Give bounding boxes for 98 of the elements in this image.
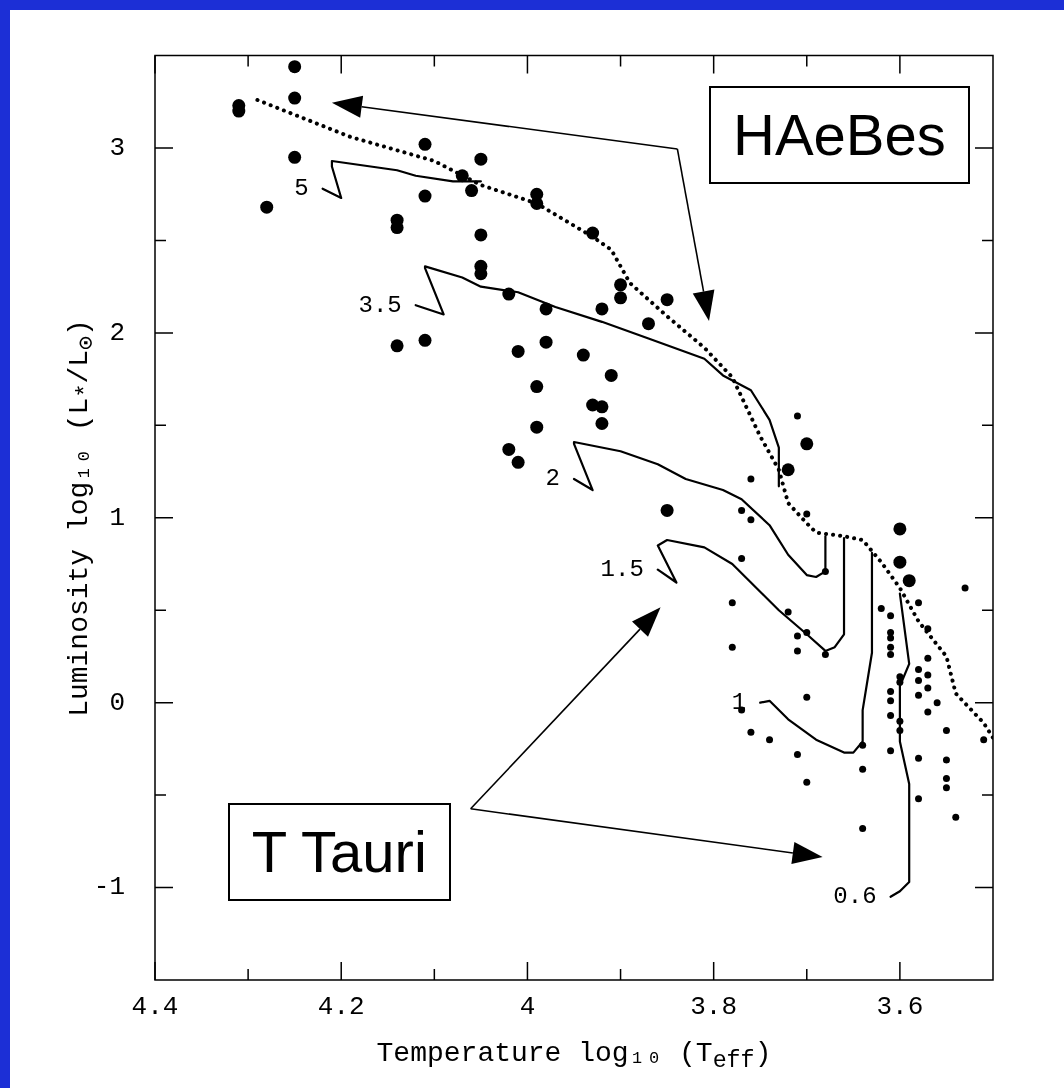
x-tick-label: 3.6 <box>876 992 924 1023</box>
series-label: 1.5 <box>600 555 644 583</box>
y-tick-label: -1 <box>93 872 125 903</box>
point <box>915 599 923 607</box>
point <box>511 455 525 469</box>
point <box>961 584 969 592</box>
point <box>887 651 895 659</box>
point <box>887 697 895 705</box>
y-tick-label: 1 <box>109 502 125 533</box>
point <box>893 522 907 536</box>
point <box>747 516 755 524</box>
series-label: 2 <box>545 465 560 493</box>
point <box>803 510 811 518</box>
point <box>887 747 895 755</box>
point <box>793 632 801 640</box>
point <box>288 150 302 164</box>
point <box>511 344 525 358</box>
point <box>893 555 907 569</box>
point <box>288 91 302 105</box>
x-tick-label: 4.2 <box>317 992 365 1023</box>
point <box>942 774 950 782</box>
point <box>418 137 432 151</box>
point <box>595 400 609 414</box>
point <box>859 765 867 773</box>
point <box>915 676 923 684</box>
point <box>747 475 755 483</box>
point <box>604 368 618 382</box>
point <box>614 291 628 305</box>
label-box: T Tauri <box>227 803 451 902</box>
point <box>915 795 923 803</box>
point <box>793 647 801 655</box>
point <box>980 736 988 744</box>
point <box>766 736 774 744</box>
point <box>915 691 923 699</box>
point <box>390 339 404 353</box>
point <box>738 554 746 562</box>
point <box>887 634 895 642</box>
point <box>915 754 923 762</box>
x-axis-title: Temperature log₁₀ (T$_{eff}$) <box>376 1037 772 1075</box>
point <box>803 778 811 786</box>
point <box>474 267 488 281</box>
point <box>924 671 932 679</box>
point <box>793 750 801 758</box>
point <box>530 380 544 394</box>
point <box>924 684 932 692</box>
point <box>803 693 811 701</box>
y-tick-label: 2 <box>109 317 125 348</box>
point <box>576 348 590 362</box>
point <box>933 699 941 707</box>
point <box>728 643 736 651</box>
point <box>942 784 950 792</box>
point <box>793 412 801 420</box>
point <box>390 221 404 235</box>
point <box>781 463 795 477</box>
point <box>887 612 895 620</box>
point <box>738 506 746 514</box>
point <box>260 200 274 214</box>
point <box>887 643 895 651</box>
point <box>821 651 829 659</box>
point <box>530 420 544 434</box>
series-label: 0.6 <box>833 883 877 911</box>
point <box>859 824 867 832</box>
point <box>942 756 950 764</box>
point <box>660 293 674 307</box>
point <box>728 599 736 607</box>
point <box>288 60 302 74</box>
point <box>924 708 932 716</box>
point <box>800 437 814 451</box>
y-tick-label: 3 <box>109 132 125 163</box>
point <box>418 333 432 347</box>
point <box>747 728 755 736</box>
point <box>942 726 950 734</box>
x-tick-label: 4.4 <box>131 992 179 1023</box>
point <box>595 417 609 431</box>
point <box>924 654 932 662</box>
point <box>887 688 895 696</box>
point <box>614 278 628 292</box>
point <box>877 604 885 612</box>
point <box>952 813 960 821</box>
point <box>902 574 916 588</box>
point <box>784 608 792 616</box>
point <box>539 335 553 349</box>
point <box>595 302 609 316</box>
point <box>465 184 479 198</box>
point <box>915 665 923 673</box>
series-label: 3.5 <box>358 291 402 319</box>
point <box>474 152 488 166</box>
label-box: HAeBes <box>709 86 970 185</box>
y-tick-label: 0 <box>109 687 125 718</box>
x-tick-label: 4 <box>519 992 536 1023</box>
point <box>474 228 488 242</box>
x-tick-label: 3.8 <box>690 992 738 1023</box>
point <box>887 712 895 720</box>
series-label: 5 <box>294 175 309 203</box>
point <box>641 317 655 331</box>
point <box>660 503 674 517</box>
point <box>418 189 432 203</box>
point <box>502 442 516 456</box>
